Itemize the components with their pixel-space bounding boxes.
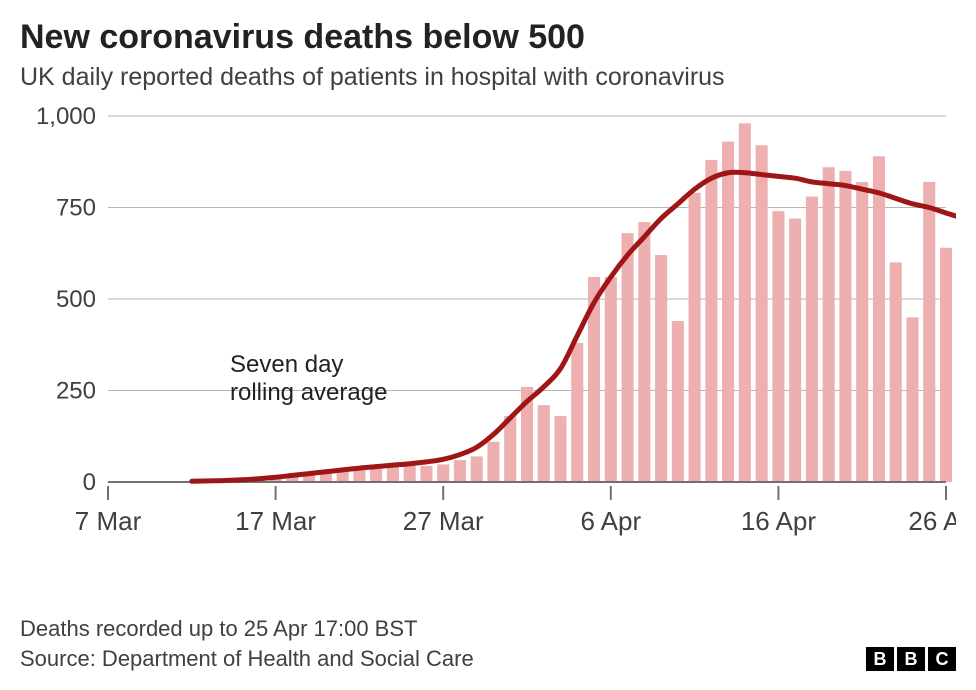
y-axis-label: 1,000: [36, 103, 96, 130]
bbc-logo-letter: B: [897, 647, 925, 671]
chart-footnote: Deaths recorded up to 25 Apr 17:00 BST: [20, 616, 956, 642]
chart-source: Source: Department of Health and Social …: [20, 646, 474, 672]
bar: [554, 416, 566, 482]
bar: [906, 317, 918, 482]
bar: [839, 171, 851, 482]
source-row: Source: Department of Health and Social …: [20, 646, 956, 672]
bar: [471, 456, 483, 482]
chart-container: New coronavirus deaths below 500 UK dail…: [0, 0, 976, 690]
bar: [370, 468, 382, 482]
bbc-logo-letter: B: [866, 647, 894, 671]
bar: [672, 321, 684, 482]
x-axis-label: 16 Apr: [741, 506, 817, 536]
bar: [806, 197, 818, 482]
bar: [622, 233, 634, 482]
bar: [437, 464, 449, 482]
chart-plot-area: 0 250 500 750 1,000 7 Mar 17 Mar 27 Mar 6 Apr 16 …: [20, 102, 956, 572]
bar: [638, 222, 650, 482]
bar: [689, 193, 701, 482]
bar: [655, 255, 667, 482]
y-axis-label: 250: [56, 378, 96, 405]
bar: [571, 343, 583, 482]
x-axis-label: 7 Mar: [75, 506, 142, 536]
bar: [772, 211, 784, 482]
x-axis-label: 17 Mar: [235, 506, 316, 536]
x-axis-label: 26 Apr: [908, 506, 956, 536]
bar: [940, 248, 952, 482]
bar: [823, 167, 835, 482]
chart-svg: 0 250 500 750 1,000 7 Mar 17 Mar 27 Mar 6 Apr 16 …: [20, 102, 956, 572]
bar: [923, 182, 935, 482]
bar: [789, 218, 801, 482]
bar: [454, 460, 466, 482]
bar: [873, 156, 885, 482]
y-axis-label: 0: [83, 469, 96, 496]
bar: [890, 262, 902, 482]
chart-footer: Deaths recorded up to 25 Apr 17:00 BST S…: [20, 616, 956, 672]
bbc-logo: B B C: [866, 647, 956, 671]
annotation-text: Seven day: [230, 351, 343, 378]
y-axis-label: 750: [56, 195, 96, 222]
bar: [756, 145, 768, 482]
bbc-logo-letter: C: [928, 647, 956, 671]
bar: [856, 182, 868, 482]
bar: [722, 142, 734, 482]
bar: [504, 416, 516, 482]
bar: [487, 442, 499, 482]
y-axis-label: 500: [56, 286, 96, 313]
x-axis-label: 6 Apr: [580, 506, 641, 536]
chart-subtitle: UK daily reported deaths of patients in …: [20, 63, 956, 92]
bar: [739, 123, 751, 482]
x-axis-label: 27 Mar: [403, 506, 484, 536]
bar: [538, 405, 550, 482]
bar: [605, 277, 617, 482]
bar: [705, 160, 717, 482]
annotation-text: rolling average: [230, 379, 387, 406]
chart-title: New coronavirus deaths below 500: [20, 18, 956, 57]
bar: [420, 466, 432, 482]
